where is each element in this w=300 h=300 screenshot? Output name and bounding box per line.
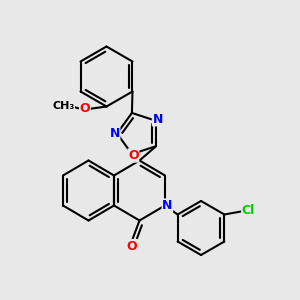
Text: N: N <box>162 199 172 212</box>
Text: O: O <box>80 102 90 116</box>
Text: CH₃: CH₃ <box>52 101 74 111</box>
Text: O: O <box>127 239 137 253</box>
Text: Cl: Cl <box>242 203 255 217</box>
Text: O: O <box>128 149 139 162</box>
Text: N: N <box>110 127 120 140</box>
Text: N: N <box>152 113 163 126</box>
